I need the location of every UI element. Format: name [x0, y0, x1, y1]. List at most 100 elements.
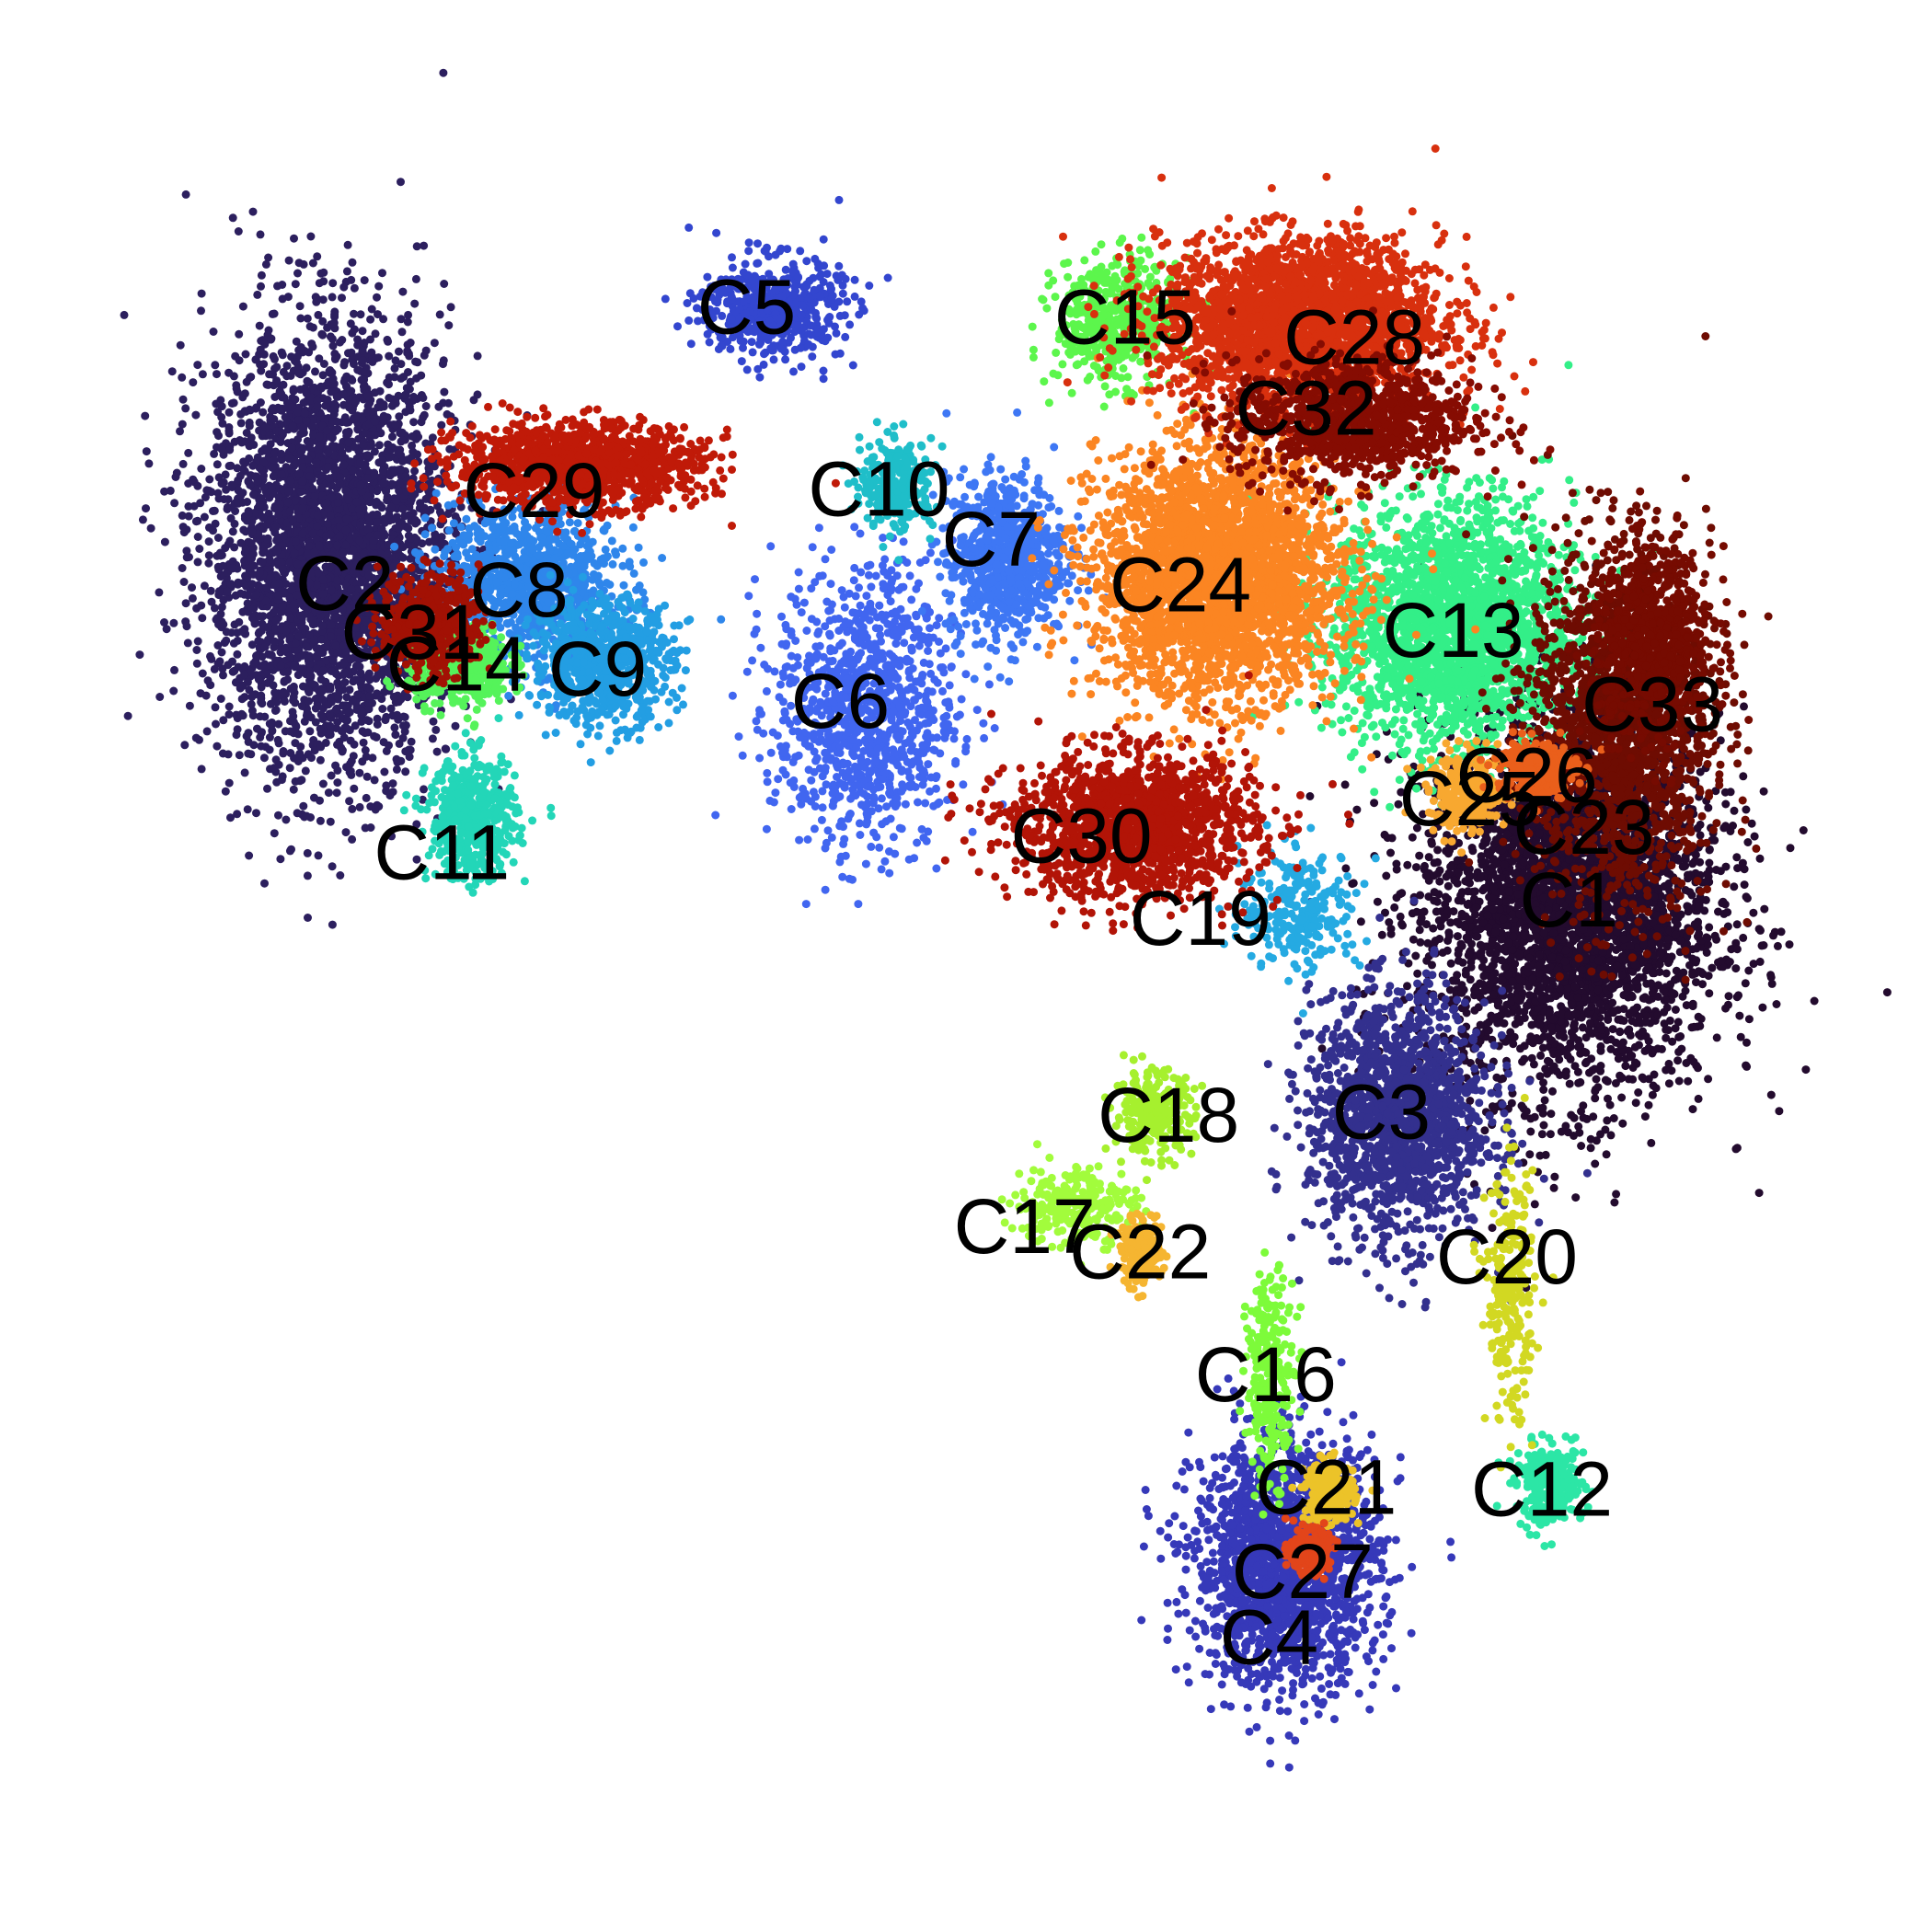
data-point	[1666, 980, 1675, 989]
data-point	[1662, 1065, 1671, 1075]
data-point	[1750, 832, 1759, 841]
data-point	[1882, 988, 1892, 997]
data-point	[170, 499, 179, 508]
data-point	[1486, 948, 1495, 957]
data-point	[1755, 854, 1765, 863]
data-point	[1703, 934, 1712, 943]
data-point	[1540, 1096, 1549, 1105]
data-point	[1769, 931, 1777, 940]
data-point	[431, 725, 441, 734]
data-point	[1721, 1004, 1731, 1013]
data-point	[301, 766, 310, 776]
data-point	[1732, 993, 1742, 1002]
data-point	[1573, 1067, 1582, 1076]
data-point	[1492, 874, 1501, 883]
data-point	[1396, 890, 1405, 899]
data-point	[1570, 1033, 1579, 1042]
data-point	[1639, 939, 1649, 949]
data-point	[1604, 1016, 1613, 1024]
data-point	[1396, 912, 1405, 921]
data-point	[1430, 896, 1439, 905]
data-point	[1593, 985, 1603, 995]
data-point	[1732, 853, 1742, 862]
data-point	[1696, 767, 1705, 776]
data-point	[1612, 1190, 1621, 1199]
data-point	[1415, 851, 1424, 860]
data-point	[1352, 805, 1362, 814]
data-point	[1446, 862, 1455, 871]
data-point	[1617, 1093, 1627, 1102]
data-point	[1610, 1198, 1619, 1207]
data-point	[1673, 1056, 1683, 1065]
data-point	[1775, 1107, 1784, 1116]
data-point	[1534, 961, 1543, 971]
data-point	[1596, 1046, 1605, 1055]
data-point	[1430, 888, 1439, 897]
data-point	[1477, 852, 1486, 861]
data-point	[1525, 991, 1534, 1000]
data-point	[1631, 1098, 1640, 1108]
data-point	[160, 537, 169, 546]
data-point	[1433, 857, 1443, 867]
data-point	[1759, 787, 1768, 796]
data-point	[1403, 982, 1411, 991]
data-point	[193, 361, 202, 370]
data-point	[1644, 1100, 1653, 1110]
data-point	[1403, 860, 1412, 869]
data-point	[1704, 803, 1713, 812]
data-point	[1712, 935, 1721, 944]
data-point	[1710, 835, 1719, 845]
data-point	[1663, 1026, 1673, 1035]
data-point	[1630, 1042, 1639, 1052]
data-point	[1573, 993, 1582, 1002]
data-point	[1617, 971, 1627, 980]
data-point	[1799, 826, 1808, 834]
data-point	[1464, 887, 1473, 896]
data-point	[1579, 1101, 1588, 1110]
data-point	[1423, 938, 1432, 948]
data-point	[1305, 792, 1315, 800]
data-point	[1724, 992, 1733, 1001]
data-point	[1463, 901, 1472, 909]
data-point	[1648, 1090, 1657, 1099]
data-point	[1730, 882, 1739, 891]
data-point	[1667, 989, 1676, 998]
data-point	[1717, 957, 1726, 966]
data-point	[1511, 869, 1520, 879]
data-point	[1754, 925, 1764, 934]
data-point	[1564, 1010, 1573, 1019]
data-point	[1485, 867, 1494, 875]
data-point	[1535, 950, 1544, 960]
data-point	[1485, 980, 1494, 989]
data-point	[1705, 923, 1714, 932]
data-point	[362, 793, 371, 802]
data-point	[1655, 960, 1664, 969]
data-point	[256, 230, 265, 239]
data-point	[1587, 1054, 1596, 1064]
data-point	[276, 855, 285, 864]
data-point	[410, 466, 420, 476]
data-point	[1672, 966, 1681, 975]
data-point	[1629, 1006, 1639, 1015]
data-point	[1560, 957, 1570, 966]
data-point	[1433, 869, 1443, 878]
data-point	[1766, 1090, 1776, 1099]
data-point	[1491, 927, 1500, 937]
data-point	[1435, 877, 1444, 886]
data-point	[1409, 935, 1418, 944]
data-point	[1785, 940, 1794, 949]
data-point	[1525, 1150, 1535, 1159]
data-point	[1535, 969, 1544, 978]
data-point	[1772, 1000, 1781, 1008]
data-point	[1524, 982, 1534, 991]
data-point	[1537, 995, 1547, 1004]
data-point	[318, 779, 328, 788]
data-point	[1684, 870, 1692, 880]
data-point	[1502, 897, 1511, 906]
data-point	[1413, 969, 1422, 978]
data-point	[1732, 1144, 1742, 1153]
data-point	[326, 817, 335, 826]
data-point	[1754, 1189, 1764, 1198]
data-point	[1341, 864, 1351, 873]
